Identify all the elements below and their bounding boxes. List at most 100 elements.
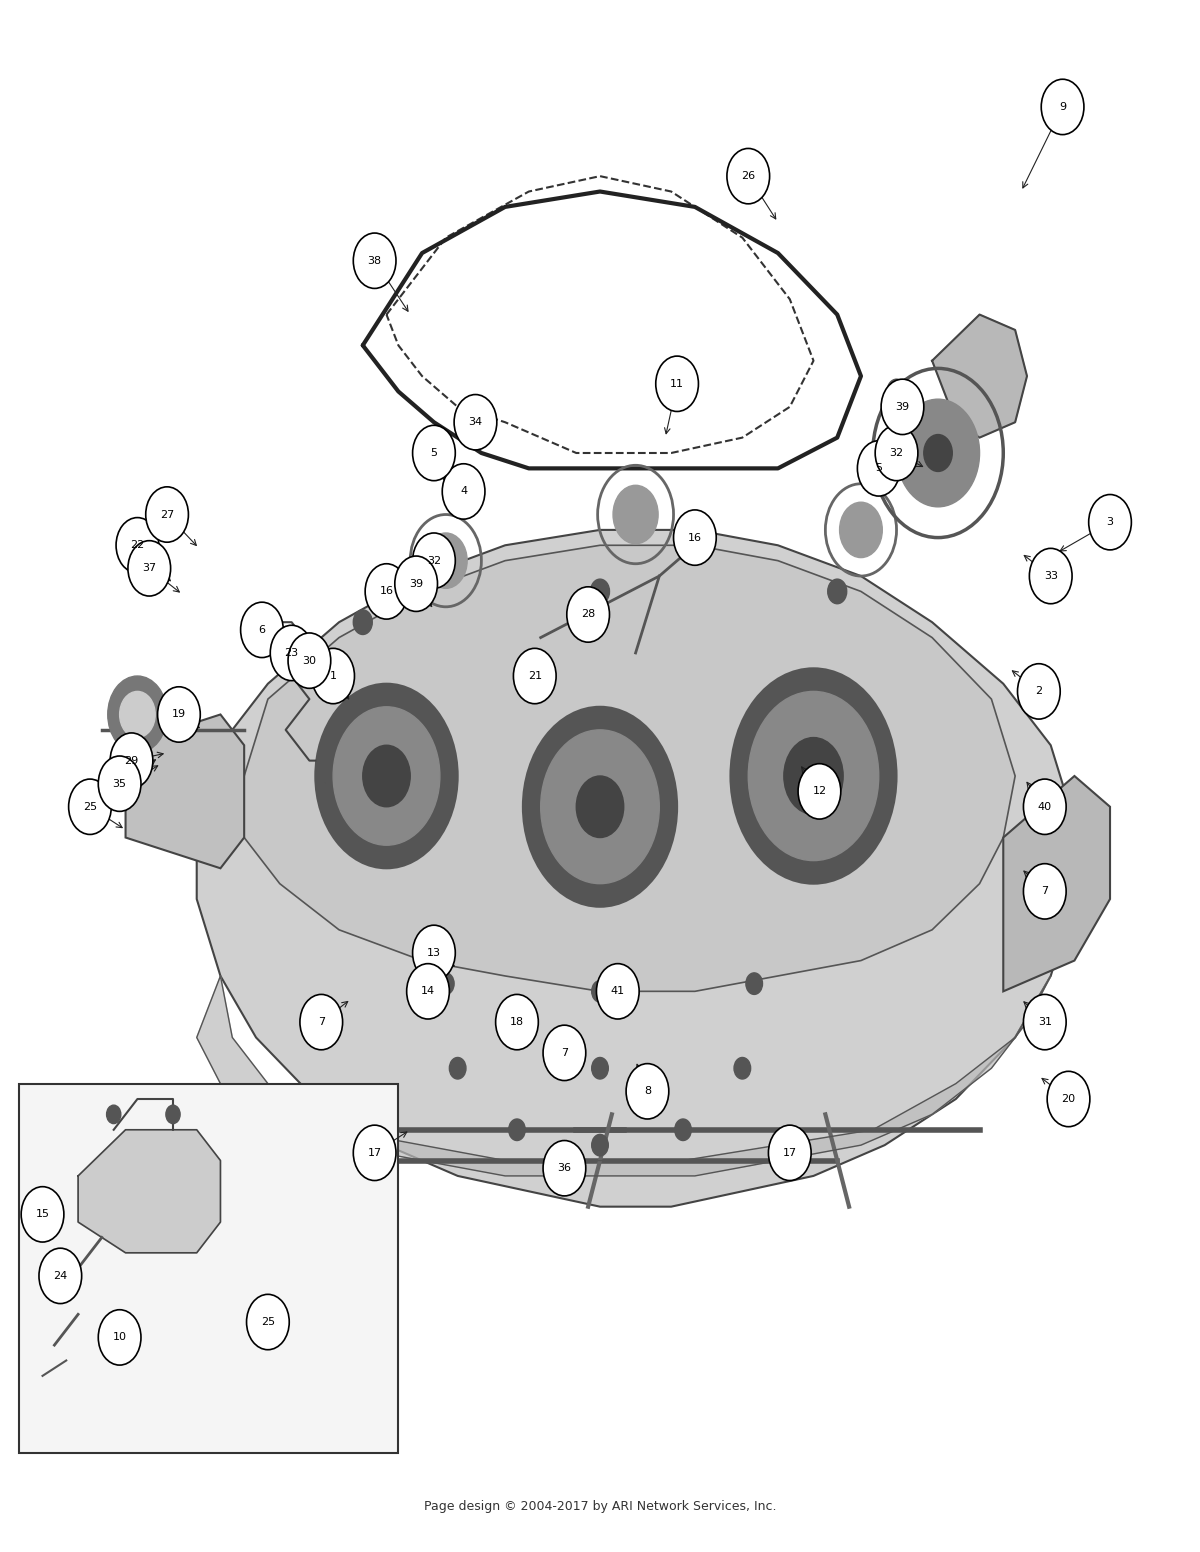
Circle shape <box>120 691 155 737</box>
Circle shape <box>768 1125 811 1181</box>
Circle shape <box>626 1063 668 1119</box>
Circle shape <box>590 579 610 604</box>
Text: 18: 18 <box>510 1017 524 1027</box>
Text: 7: 7 <box>560 1048 568 1058</box>
Text: 16: 16 <box>379 587 394 596</box>
Text: 24: 24 <box>53 1271 67 1280</box>
Text: 31: 31 <box>1038 1017 1051 1027</box>
Circle shape <box>425 532 467 588</box>
Circle shape <box>116 518 158 573</box>
Circle shape <box>157 688 200 742</box>
Circle shape <box>576 776 624 838</box>
Circle shape <box>22 1187 64 1242</box>
Text: 4: 4 <box>460 486 467 497</box>
Circle shape <box>655 355 698 411</box>
Text: 7: 7 <box>318 1017 325 1027</box>
Text: 8: 8 <box>644 1086 652 1096</box>
Circle shape <box>128 540 170 596</box>
Circle shape <box>896 399 979 508</box>
Text: 5: 5 <box>431 449 438 458</box>
Circle shape <box>1024 779 1066 835</box>
Text: 41: 41 <box>611 987 625 996</box>
Text: Page design © 2004-2017 by ARI Network Services, Inc.: Page design © 2004-2017 by ARI Network S… <box>424 1501 776 1513</box>
Text: 35: 35 <box>113 779 127 788</box>
Circle shape <box>300 995 343 1049</box>
Circle shape <box>924 435 953 472</box>
PathPatch shape <box>244 545 1015 992</box>
Circle shape <box>544 1026 586 1080</box>
Circle shape <box>413 925 455 981</box>
Text: 21: 21 <box>528 670 542 681</box>
Circle shape <box>514 649 556 703</box>
Circle shape <box>592 981 608 1003</box>
Circle shape <box>98 756 140 812</box>
Text: 39: 39 <box>409 579 424 588</box>
Circle shape <box>784 737 844 815</box>
Circle shape <box>731 669 896 883</box>
Circle shape <box>1024 863 1066 919</box>
Circle shape <box>749 691 878 861</box>
Text: 20: 20 <box>1062 1094 1075 1103</box>
Circle shape <box>596 964 640 1020</box>
Circle shape <box>362 745 410 807</box>
Text: 12: 12 <box>812 787 827 796</box>
Text: 39: 39 <box>895 402 910 411</box>
Polygon shape <box>78 1130 221 1252</box>
Text: 25: 25 <box>260 1318 275 1327</box>
Text: 14: 14 <box>421 987 436 996</box>
Text: 10: 10 <box>113 1333 127 1342</box>
Circle shape <box>840 503 882 557</box>
Circle shape <box>449 1057 466 1079</box>
Text: 37: 37 <box>143 563 156 573</box>
Circle shape <box>353 233 396 289</box>
Circle shape <box>38 1248 82 1304</box>
Circle shape <box>413 532 455 588</box>
Circle shape <box>734 1057 751 1079</box>
Text: 11: 11 <box>670 379 684 390</box>
Text: 33: 33 <box>1044 571 1057 580</box>
Circle shape <box>395 556 438 611</box>
Circle shape <box>365 563 408 619</box>
Text: 17: 17 <box>367 1148 382 1158</box>
Text: 16: 16 <box>688 532 702 543</box>
Circle shape <box>108 677 167 753</box>
Circle shape <box>613 486 658 543</box>
Circle shape <box>566 587 610 643</box>
Circle shape <box>312 649 354 703</box>
Circle shape <box>353 610 372 635</box>
Text: 13: 13 <box>427 948 440 958</box>
Circle shape <box>496 995 539 1049</box>
Circle shape <box>523 706 677 906</box>
Text: 38: 38 <box>367 256 382 265</box>
Circle shape <box>887 379 906 404</box>
Polygon shape <box>197 976 1051 1176</box>
Text: 34: 34 <box>468 417 482 427</box>
Circle shape <box>166 1105 180 1124</box>
Circle shape <box>438 973 454 995</box>
Circle shape <box>875 425 918 481</box>
Circle shape <box>1030 548 1072 604</box>
Text: 22: 22 <box>131 540 144 551</box>
Circle shape <box>246 1294 289 1350</box>
Circle shape <box>798 764 841 819</box>
Text: 3: 3 <box>1106 517 1114 528</box>
Text: 32: 32 <box>427 556 442 565</box>
Circle shape <box>288 633 331 689</box>
Circle shape <box>68 779 112 835</box>
Circle shape <box>881 379 924 435</box>
PathPatch shape <box>197 529 1074 1206</box>
Circle shape <box>145 487 188 542</box>
Circle shape <box>407 964 449 1020</box>
Circle shape <box>857 441 900 497</box>
Circle shape <box>110 733 152 788</box>
Circle shape <box>674 1119 691 1141</box>
Circle shape <box>727 149 769 203</box>
Text: 27: 27 <box>160 509 174 520</box>
Text: 2: 2 <box>1036 686 1043 697</box>
Text: 36: 36 <box>558 1162 571 1173</box>
Circle shape <box>443 464 485 518</box>
Circle shape <box>353 1125 396 1181</box>
Circle shape <box>541 729 659 883</box>
Circle shape <box>107 1105 121 1124</box>
Circle shape <box>1024 995 1066 1049</box>
